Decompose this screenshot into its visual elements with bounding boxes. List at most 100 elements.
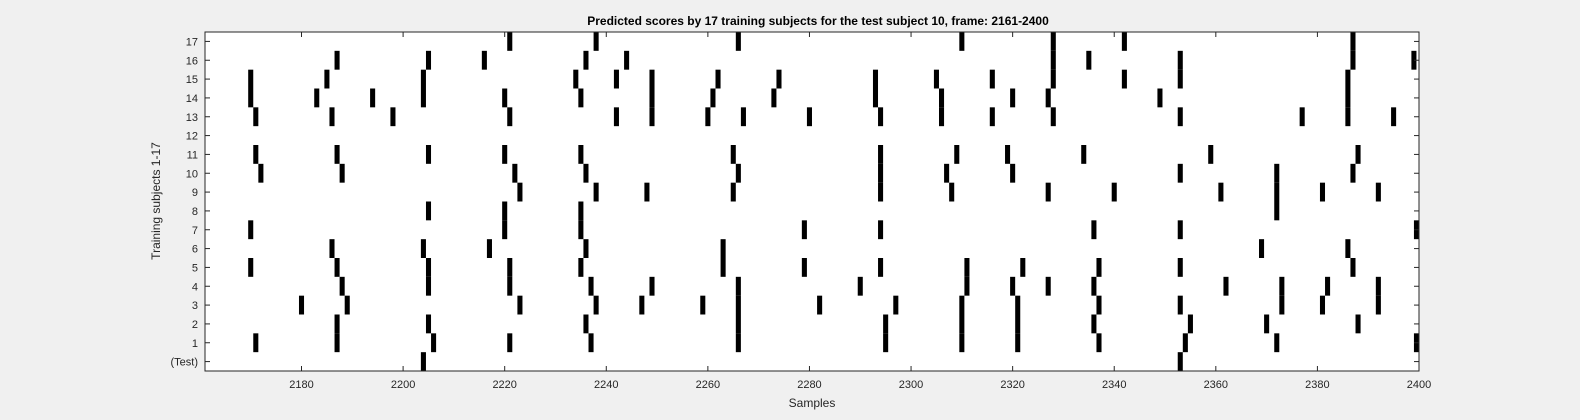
score-mark — [1411, 50, 1417, 70]
score-mark — [715, 69, 721, 89]
score-mark — [517, 182, 523, 202]
score-mark — [964, 276, 970, 296]
y-tick-label: 5 — [192, 262, 198, 274]
score-mark — [801, 258, 807, 277]
score-mark — [878, 163, 884, 183]
score-mark — [1015, 314, 1021, 334]
score-mark — [334, 50, 340, 70]
score-mark — [649, 276, 655, 296]
score-mark — [1091, 220, 1097, 240]
score-mark — [481, 50, 487, 70]
score-mark — [1345, 69, 1351, 89]
score-mark — [1345, 107, 1351, 127]
score-mark — [624, 50, 630, 70]
score-mark — [1259, 239, 1265, 258]
score-mark — [431, 333, 437, 353]
score-mark — [334, 258, 340, 277]
score-mark — [1182, 333, 1188, 353]
score-mark — [1020, 258, 1026, 277]
x-tick-label: 2260 — [696, 379, 720, 391]
score-mark — [878, 182, 884, 202]
score-mark — [512, 163, 518, 183]
score-mark — [1345, 239, 1351, 258]
score-mark — [1279, 295, 1285, 315]
score-mark — [502, 201, 508, 221]
score-mark — [578, 88, 584, 108]
score-mark — [949, 182, 955, 202]
score-mark — [1015, 295, 1021, 315]
score-mark — [324, 69, 330, 89]
score-mark — [339, 163, 345, 183]
score-mark — [420, 352, 426, 371]
score-mark — [959, 32, 965, 51]
score-mark — [1050, 32, 1056, 51]
score-mark — [1279, 276, 1285, 296]
score-mark — [298, 295, 305, 315]
score-mark — [578, 258, 584, 277]
score-mark — [248, 88, 254, 108]
score-mark — [1005, 145, 1011, 164]
score-mark — [502, 88, 508, 108]
score-mark — [639, 295, 645, 315]
score-mark — [1218, 182, 1224, 202]
score-mark — [502, 220, 508, 240]
score-mark — [872, 88, 879, 108]
score-mark — [817, 295, 823, 315]
score-mark — [334, 314, 340, 334]
score-mark — [944, 163, 950, 183]
y-tick-label: 8 — [192, 206, 198, 218]
score-mark — [329, 239, 335, 258]
score-mark — [1187, 314, 1193, 334]
score-mark — [1350, 50, 1356, 70]
score-mark — [989, 69, 995, 89]
score-mark — [1375, 276, 1381, 296]
score-mark — [329, 107, 335, 127]
score-mark — [989, 107, 995, 127]
y-tick-label: 4 — [192, 281, 198, 293]
score-mark — [735, 32, 741, 51]
y-tick-label: 3 — [192, 300, 198, 312]
y-tick-label: 11 — [187, 149, 198, 161]
score-mark — [486, 239, 492, 258]
score-mark — [425, 201, 432, 221]
score-mark — [1391, 107, 1397, 127]
score-mark — [1319, 295, 1326, 315]
y-tick-label: 9 — [192, 187, 198, 199]
score-mark — [593, 295, 599, 315]
score-mark — [1010, 88, 1016, 108]
score-mark — [1319, 182, 1326, 202]
score-mark — [339, 276, 345, 296]
score-mark — [964, 258, 970, 277]
score-mark — [1177, 69, 1183, 89]
x-axis-label: Samples — [789, 396, 836, 410]
score-mark — [578, 145, 584, 164]
score-mark — [507, 32, 513, 51]
score-mark — [1350, 32, 1356, 51]
score-mark — [583, 163, 589, 183]
score-mark — [883, 314, 889, 334]
score-mark — [649, 107, 655, 127]
score-mark — [507, 276, 513, 296]
x-tick-label: 2280 — [797, 379, 821, 391]
score-mark — [857, 276, 863, 296]
score-mark — [507, 333, 513, 353]
score-mark — [649, 69, 655, 89]
score-mark — [1274, 201, 1280, 221]
score-mark — [593, 182, 599, 202]
score-mark — [1050, 107, 1056, 127]
score-mark — [1274, 163, 1280, 183]
score-mark — [1050, 50, 1056, 70]
score-mark — [959, 295, 965, 315]
score-mark — [1045, 88, 1051, 108]
score-mark — [1350, 258, 1356, 277]
x-tick-label: 2380 — [1305, 379, 1329, 391]
y-tick-label: 10 — [186, 168, 198, 180]
score-mark — [1015, 333, 1021, 353]
score-mark — [1177, 50, 1183, 70]
score-mark — [1177, 295, 1183, 315]
score-mark — [878, 145, 884, 164]
y-axis-label: Training subjects 1-17 — [149, 142, 163, 260]
score-mark — [1010, 276, 1016, 296]
score-mark — [806, 107, 812, 127]
